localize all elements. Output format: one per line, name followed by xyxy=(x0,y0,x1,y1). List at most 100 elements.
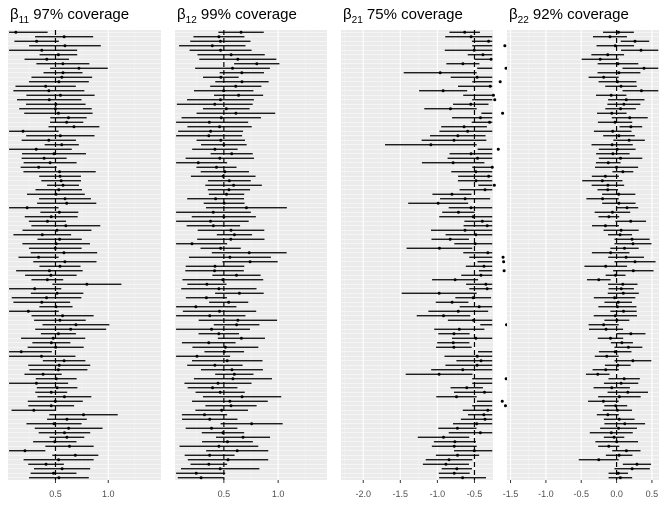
estimate-point xyxy=(49,404,53,408)
estimate-point xyxy=(597,458,601,462)
estimate-point xyxy=(218,390,222,394)
estimate-point xyxy=(603,174,607,178)
estimate-point xyxy=(496,147,500,151)
estimate-point xyxy=(622,309,626,313)
title-symbol: β xyxy=(177,6,186,23)
estimate-point xyxy=(241,435,245,439)
estimate-point xyxy=(619,84,623,88)
estimate-point xyxy=(604,327,608,331)
estimate-point xyxy=(437,246,441,250)
estimate-point xyxy=(601,197,605,201)
estimate-point xyxy=(228,399,232,403)
estimate-point xyxy=(602,75,606,79)
panel-background xyxy=(8,30,161,480)
estimate-point xyxy=(19,350,23,354)
estimate-point xyxy=(60,75,64,79)
estimate-point xyxy=(60,143,64,147)
estimate-point xyxy=(234,111,238,115)
estimate-point xyxy=(73,453,77,457)
estimate-point xyxy=(462,125,466,129)
estimate-point xyxy=(213,363,217,367)
estimate-point xyxy=(42,156,46,160)
x-tick-label: 1.0 xyxy=(272,489,285,499)
estimate-point xyxy=(225,440,229,444)
estimate-point xyxy=(486,251,490,255)
estimate-point xyxy=(235,449,239,453)
title-text: 92% coverage xyxy=(529,6,629,23)
estimate-point xyxy=(498,80,502,84)
estimate-point xyxy=(485,287,489,291)
estimate-point xyxy=(55,291,59,295)
estimate-point xyxy=(608,336,612,340)
estimate-point xyxy=(604,368,608,372)
estimate-point xyxy=(441,435,445,439)
panel-background xyxy=(507,30,659,480)
estimate-point xyxy=(74,323,78,327)
estimate-point xyxy=(236,57,240,61)
estimate-point xyxy=(56,53,60,57)
estimate-point xyxy=(619,156,623,160)
estimate-point xyxy=(213,269,217,273)
x-tick-label: 0.0 xyxy=(610,489,623,499)
title-subscript: 11 xyxy=(19,15,30,26)
estimate-point xyxy=(475,363,479,367)
estimate-point xyxy=(232,183,236,187)
estimate-point xyxy=(57,80,61,84)
estimate-point xyxy=(610,386,614,390)
estimate-point xyxy=(218,467,222,471)
estimate-point xyxy=(21,129,25,133)
estimate-point xyxy=(65,201,69,205)
estimate-point xyxy=(250,422,254,426)
estimate-point xyxy=(629,125,633,129)
estimate-point xyxy=(227,300,231,304)
estimate-point xyxy=(503,404,507,408)
estimate-point xyxy=(463,197,467,201)
x-tick-label: -0.5 xyxy=(467,489,483,499)
estimate-point xyxy=(207,462,211,466)
estimate-point xyxy=(629,219,633,223)
title-symbol: β xyxy=(10,6,19,23)
estimate-point xyxy=(476,156,480,160)
estimate-point xyxy=(501,111,505,115)
estimate-point xyxy=(44,84,48,88)
estimate-point xyxy=(502,260,506,264)
estimate-point xyxy=(231,377,235,381)
estimate-point xyxy=(482,413,486,417)
estimate-point xyxy=(45,219,49,223)
estimate-point xyxy=(606,161,610,165)
estimate-point xyxy=(225,192,229,196)
estimate-point xyxy=(218,125,222,129)
estimate-point xyxy=(60,467,64,471)
estimate-point xyxy=(504,66,508,70)
estimate-point xyxy=(229,404,233,408)
estimate-point xyxy=(45,296,49,300)
title-symbol: β xyxy=(343,6,352,23)
estimate-point xyxy=(14,30,18,34)
estimate-point xyxy=(232,372,236,376)
estimate-point xyxy=(607,215,611,219)
title-symbol: β xyxy=(509,6,518,23)
estimate-point xyxy=(455,426,459,430)
estimate-point xyxy=(240,80,244,84)
estimate-point xyxy=(491,93,495,97)
title-text: 97% coverage xyxy=(29,6,129,23)
estimate-point xyxy=(613,120,617,124)
estimate-point xyxy=(37,165,41,169)
estimate-point xyxy=(626,345,630,349)
estimate-point xyxy=(450,192,454,196)
estimate-point xyxy=(483,417,487,421)
estimate-point xyxy=(620,341,624,345)
estimate-point xyxy=(483,188,487,192)
estimate-point xyxy=(47,98,51,102)
estimate-point xyxy=(482,264,486,268)
estimate-point xyxy=(217,444,221,448)
estimate-point xyxy=(486,408,490,412)
estimate-point xyxy=(474,179,478,183)
estimate-point xyxy=(247,251,251,255)
estimate-point xyxy=(53,107,57,111)
estimate-point xyxy=(452,471,456,475)
estimate-point xyxy=(489,57,493,61)
estimate-point xyxy=(58,134,62,138)
estimate-point xyxy=(609,251,613,255)
